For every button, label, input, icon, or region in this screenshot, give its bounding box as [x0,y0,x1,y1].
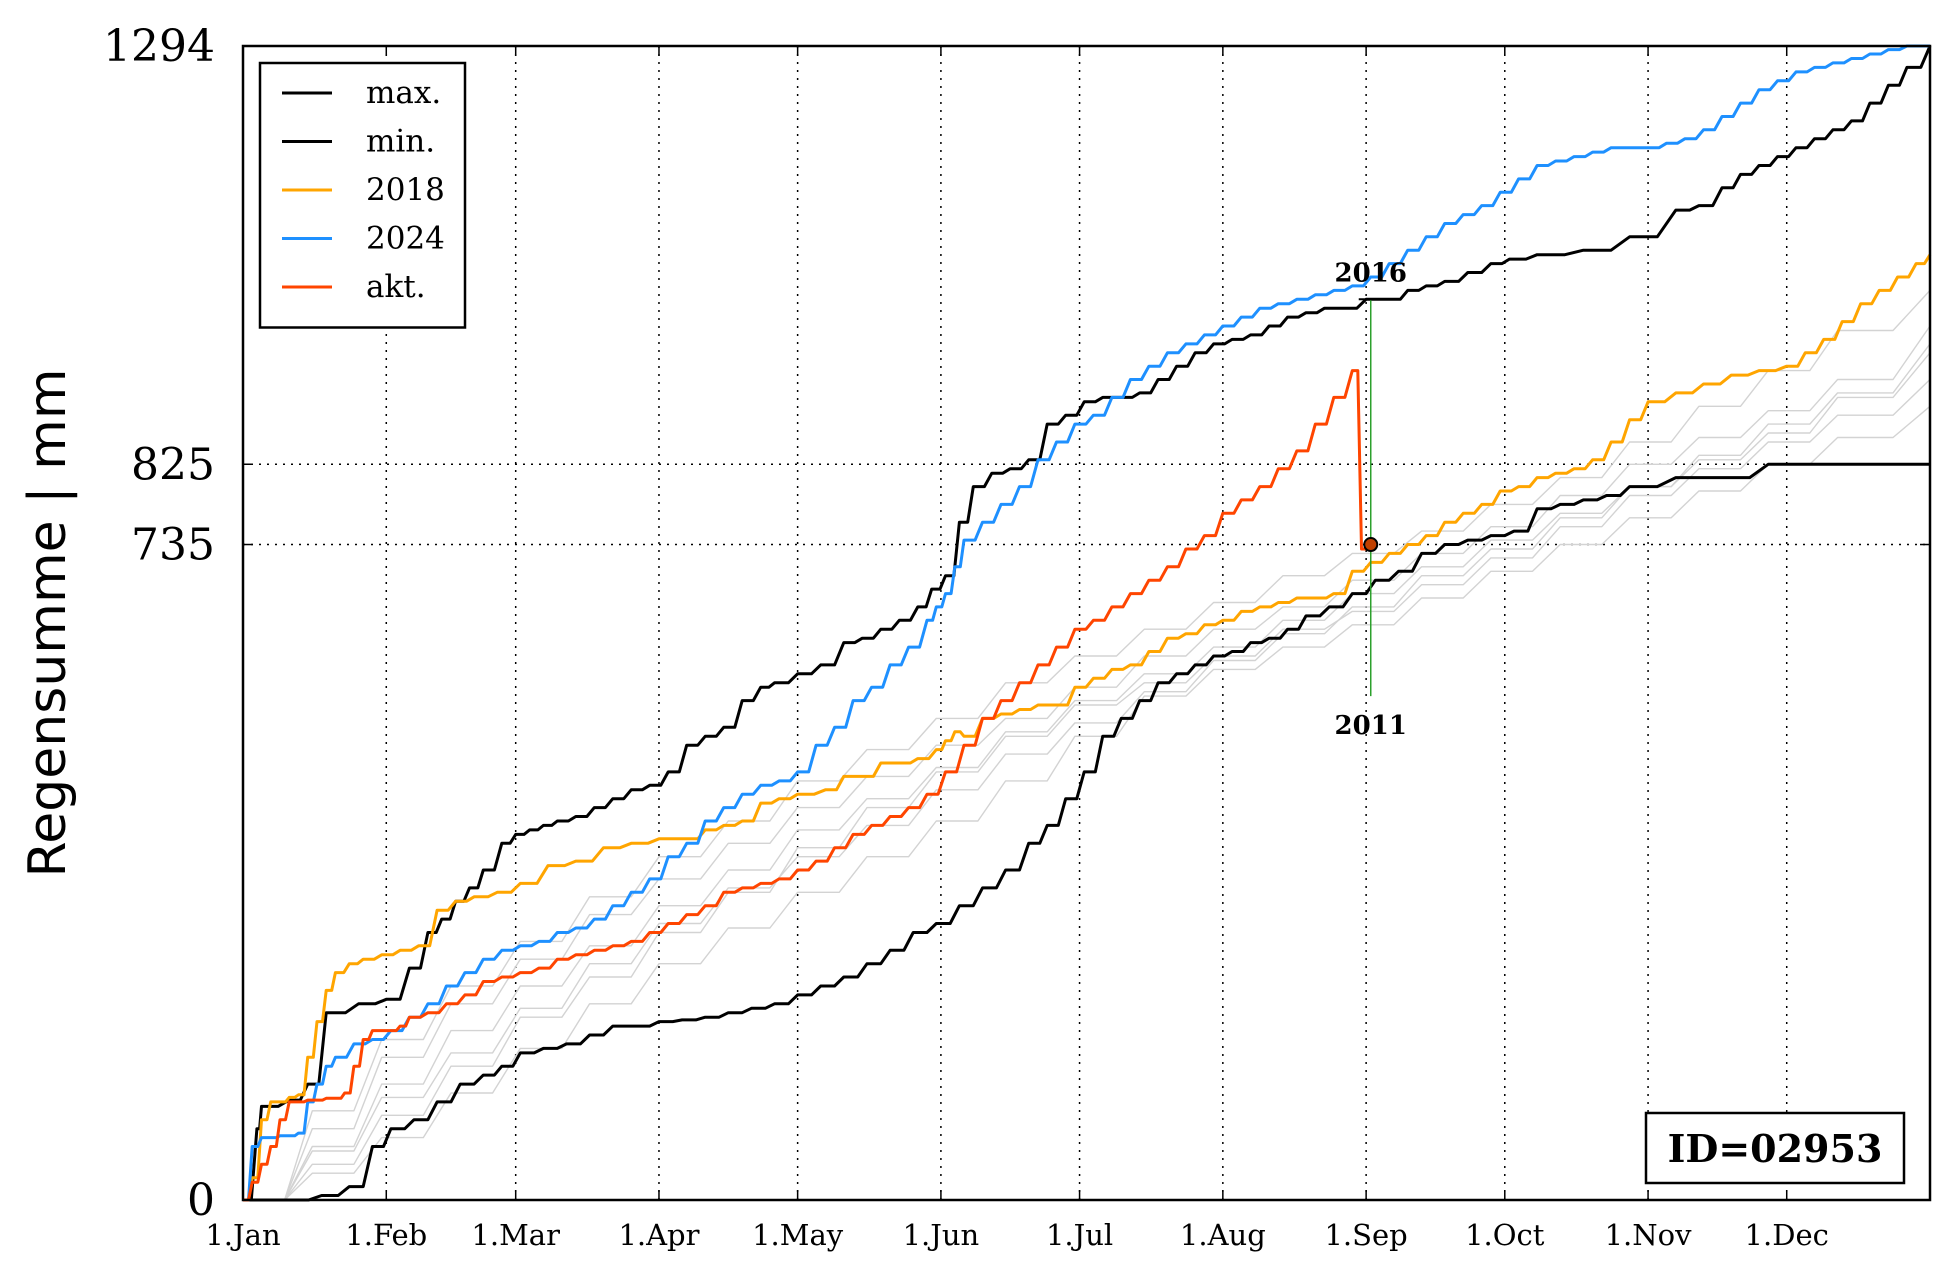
legend-label: akt. [366,269,426,305]
legend-label: 2024 [366,221,445,257]
series-line-max [243,45,1932,1202]
x-tick-label: 1.May [752,1218,844,1252]
x-tick-label: 1.Aug [1180,1218,1266,1252]
y-tick-label: 0 [187,1175,215,1226]
legend-label: 2018 [366,172,445,208]
x-tick-label: 1.Mar [471,1218,560,1252]
reference-lines [243,463,1930,546]
legend-label: min. [366,124,435,160]
x-tick-label: 1.Jan [205,1218,280,1252]
series-line-akt [243,369,1372,1202]
x-tick-label: 1.Apr [618,1218,699,1252]
historic-year-line [243,378,1931,1201]
y-tick-label: 735 [131,520,215,571]
grid-lines [385,46,1788,1200]
id-box-frame [1644,1111,1906,1185]
historic-year-line [243,289,1931,1201]
series-line-min [243,462,1930,1202]
overlay-marks: 2016 2011 [1335,258,1407,741]
series-line-2024 [243,44,1930,1202]
x-tick-label: 1.Jul [1046,1218,1113,1252]
x-tick-label: 1.Nov [1605,1218,1693,1252]
id-box-label: ID=02953 [1668,1126,1883,1171]
y-tick-label: 1294 [103,21,215,72]
annotation-2011: 2011 [1335,711,1407,741]
annotation-2016: 2016 [1335,258,1407,288]
id-box: ID=02953 [1644,1111,1906,1185]
series-lines [243,44,1932,1202]
current-value-marker [1363,537,1379,553]
legend: max. min. 2018 2024 akt. [258,61,467,329]
axis-ticks: 1.Jan 1.Feb 1.Mar 1.Apr 1.May 1.Jun 1.Jul 1.Aug… [103,21,1930,1252]
historic-year-line [243,405,1931,1201]
legend-label: max. [366,75,441,111]
plot-frame [241,44,1932,1202]
x-tick-label: 1.Feb [345,1218,427,1252]
x-tick-label: 1.Sep [1324,1218,1407,1252]
y-axis-label: Regensumme | mm [18,369,78,878]
x-tick-label: 1.Jun [903,1218,980,1252]
x-tick-label: 1.Oct [1465,1218,1545,1252]
historic-year-line [243,325,1931,1201]
series-line-2018 [243,253,1932,1202]
y-tick-label: 825 [131,439,215,490]
legend-box [258,61,467,329]
x-tick-label: 1.Dec [1745,1218,1829,1252]
